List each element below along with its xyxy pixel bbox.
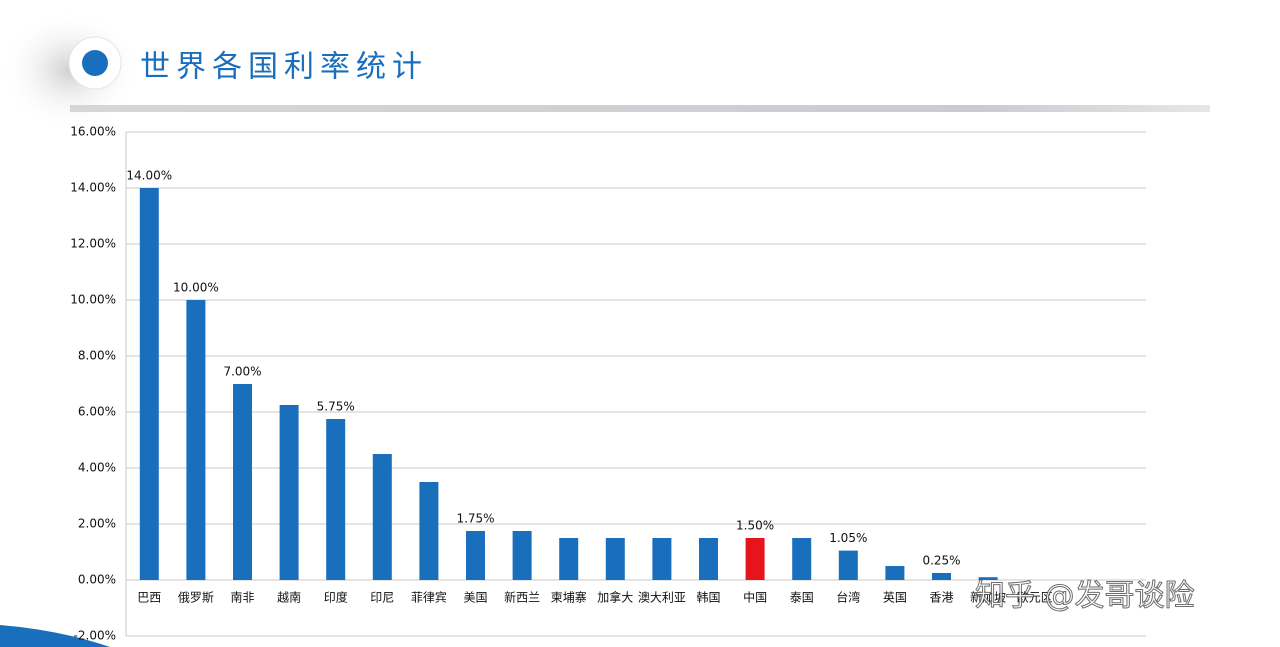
chart-title: 世界各国利率统计 <box>140 50 428 85</box>
bar <box>978 577 998 580</box>
watermark: 知乎 @发哥谈险 <box>975 579 1195 614</box>
x-tick-label: 加拿大 <box>597 590 633 605</box>
x-tick-label: 南非 <box>230 590 254 605</box>
x-tick-label: 英国 <box>883 591 907 605</box>
bar <box>466 531 485 580</box>
bar <box>605 538 625 580</box>
x-tick-label: 香港 <box>929 591 953 605</box>
x-tick-label: 柬埔寨 <box>551 590 587 605</box>
y-tick-label: 2.00% <box>78 517 116 531</box>
bar <box>326 419 346 580</box>
y-tick-label: 4.00% <box>78 461 116 475</box>
bar <box>139 188 159 580</box>
bar <box>186 300 206 580</box>
x-tick-label: 新西兰 <box>504 590 540 605</box>
x-tick-label: 美国 <box>463 591 487 605</box>
x-tick-label: 中国 <box>743 590 767 605</box>
x-tick-label: 俄罗斯 <box>178 591 214 605</box>
x-tick-label: 泰国 <box>790 591 814 605</box>
data-label: 14.00% <box>126 169 172 183</box>
bar <box>745 538 765 580</box>
x-tick-label: 台湾 <box>836 590 860 605</box>
bar <box>512 531 532 580</box>
y-tick-label: 14.00% <box>70 181 116 195</box>
icon <box>82 50 108 76</box>
bar <box>652 538 672 580</box>
x-tick-label: 韩国 <box>696 590 720 605</box>
decoration <box>0 625 110 647</box>
data-label: 1.75% <box>456 512 494 526</box>
bar <box>419 482 439 580</box>
data-label: 10.00% <box>173 281 219 295</box>
y-tick-label: 12.00% <box>70 237 116 251</box>
y-tick-label: 8.00% <box>78 349 116 363</box>
data-label: 1.05% <box>829 531 867 545</box>
data-label: 0.25% <box>922 554 960 568</box>
data-label: 7.00% <box>223 365 261 379</box>
data-label: 5.75% <box>317 400 355 414</box>
y-tick-label: 10.00% <box>70 293 116 307</box>
y-tick-label: 16.00% <box>70 125 116 139</box>
y-tick-label: 6.00% <box>78 405 116 419</box>
bar <box>279 405 299 580</box>
x-tick-label: 越南 <box>277 590 301 605</box>
y-tick-label: -2.00% <box>74 629 116 643</box>
bar <box>838 550 858 580</box>
data-label: 1.50% <box>736 519 774 533</box>
bar <box>932 573 951 580</box>
bar <box>792 538 812 580</box>
x-tick-label: 新加坡 <box>970 590 1006 605</box>
bar <box>885 566 905 580</box>
bar <box>559 538 579 580</box>
bar <box>699 538 718 580</box>
x-tick-label: 印尼 <box>370 591 394 605</box>
x-tick-label: 印度 <box>324 590 348 605</box>
y-tick-label: 0.00% <box>78 573 116 587</box>
x-tick-label: 巴西 <box>137 591 161 605</box>
x-tick-label: 澳大利亚 <box>638 591 686 605</box>
x-tick-label: 欧元区 <box>1017 591 1053 605</box>
x-tick-label: 菲律宾 <box>411 590 447 605</box>
header-bar <box>70 105 1210 112</box>
bar <box>233 384 252 580</box>
bar <box>372 454 392 580</box>
